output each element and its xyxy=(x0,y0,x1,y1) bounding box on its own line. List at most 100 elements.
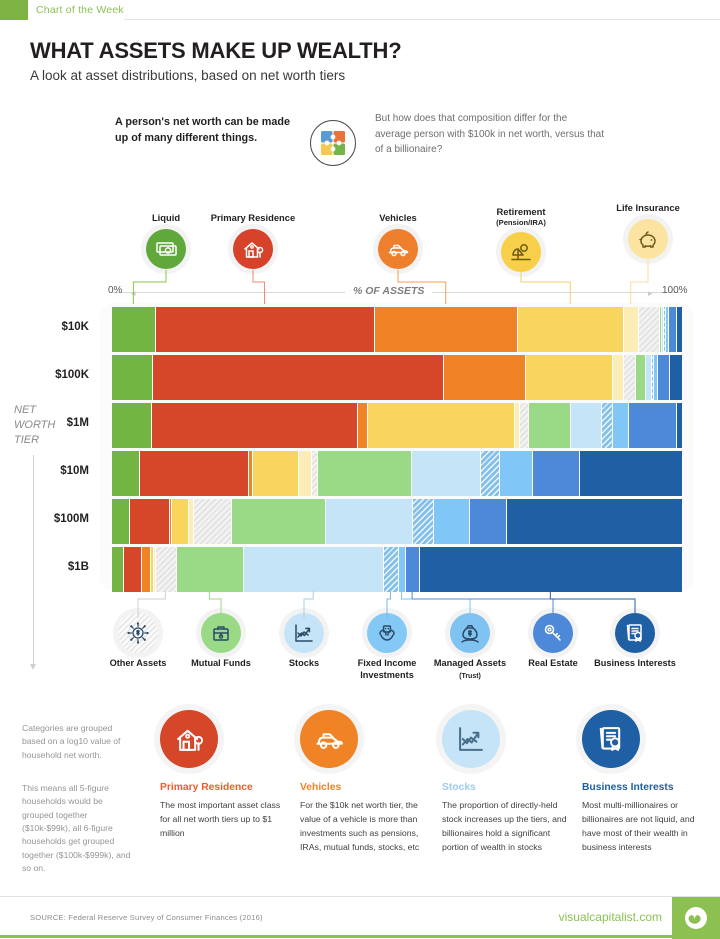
top-legend-label: Life Insurance xyxy=(616,202,680,213)
bar-segment-liquid xyxy=(112,451,140,496)
bar-segment-mutual xyxy=(528,403,571,448)
tier-label-10m: $10M xyxy=(60,465,89,477)
header: WHAT ASSETS MAKE UP WEALTH? A look at as… xyxy=(0,20,720,83)
bar-segment-vehicles xyxy=(247,451,253,496)
bar-segment-retire xyxy=(517,307,624,352)
axis-start-label: 0% xyxy=(108,285,123,296)
axis-left-arrow: ◂ xyxy=(131,288,136,298)
bottom-legend-item-stocks: Stocks xyxy=(259,613,349,670)
grouping-note-1: Categories are grouped based on a log10 … xyxy=(22,723,121,760)
callout-title: Business Interests xyxy=(582,782,674,793)
top-legend-item-primary-residence: Primary Residence xyxy=(210,212,296,269)
bar-segment-business xyxy=(675,403,682,448)
bar-segment-other xyxy=(192,499,232,544)
bottom-legend-label: Business Interests xyxy=(594,658,676,668)
top-legend-sublabel: (Pension/IRA) xyxy=(496,217,546,227)
bar-segment-fixed xyxy=(662,307,666,352)
bar-segment-life xyxy=(611,355,624,400)
bar-segment-liquid xyxy=(112,547,124,592)
bar-segment-business xyxy=(578,451,682,496)
intro-question-text: But how does that composition differ for… xyxy=(375,113,605,155)
bar-segment-managed xyxy=(653,355,658,400)
top-legend: Liquid Primary Residence Vehicles Retire… xyxy=(0,200,720,300)
bottom-legend-item-managed-assets: Managed Assets (Trust) xyxy=(425,613,515,682)
house-icon xyxy=(160,710,218,768)
bar-segment-stocks xyxy=(570,403,601,448)
bar-segment-other xyxy=(154,547,176,592)
top-legend-label: Vehicles xyxy=(379,212,417,223)
bar-segment-liquid xyxy=(112,403,152,448)
top-legend-item-vehicles: Vehicles xyxy=(355,212,441,269)
money-bag-icon xyxy=(450,613,490,653)
bar-segment-managed xyxy=(498,451,533,496)
bar-segment-life xyxy=(623,307,639,352)
bar-segment-mutual xyxy=(175,547,244,592)
bar-segment-fixed xyxy=(600,403,613,448)
bar-segment-other xyxy=(638,307,659,352)
bar-segment-residence xyxy=(151,355,443,400)
axis-end-label: 100% xyxy=(662,285,688,296)
chart-of-the-week-label: Chart of the Week xyxy=(36,4,124,16)
beach-icon xyxy=(501,231,541,272)
bar-row xyxy=(112,403,682,448)
top-legend-label: Liquid xyxy=(151,212,181,223)
bar-segment-life xyxy=(297,451,311,496)
puzzle-icon xyxy=(310,120,356,166)
bottom-legend-item-other-assets: Other Assets xyxy=(93,613,183,670)
bar-segment-residence xyxy=(154,307,375,352)
bar-segment-fixed xyxy=(383,547,398,592)
bar-segment-other xyxy=(310,451,317,496)
certificate-icon xyxy=(582,710,640,768)
bar-segment-vehicles xyxy=(442,355,526,400)
grouping-note-2: This means all 5-figure households would… xyxy=(22,783,131,873)
safe-box-icon xyxy=(201,613,241,653)
callout-body: Most multi-millionaires or billionaires … xyxy=(582,800,695,853)
bar-segment-vehicles xyxy=(141,547,151,592)
bar-segment-vehicles xyxy=(168,499,172,544)
bar-segment-managed xyxy=(432,499,469,544)
bar-segment-retire xyxy=(252,451,298,496)
bar-segment-vehicles xyxy=(374,307,518,352)
callout-stocks: Stocks The proportion of directly-held st… xyxy=(442,710,572,854)
bar-row xyxy=(112,499,682,544)
bar-segment-residence xyxy=(129,499,169,544)
bar-segment-fixed xyxy=(411,499,433,544)
tier-label-100k: $100K xyxy=(55,369,89,381)
bottom-legend-label: Stocks xyxy=(288,658,320,668)
axis-title: % OF ASSETS xyxy=(345,285,433,297)
bar-segment-retire xyxy=(525,355,612,400)
top-legend-item-liquid: Liquid xyxy=(123,212,209,269)
tier-label-1b: $1B xyxy=(67,561,89,573)
chart-rows xyxy=(112,307,682,595)
bottom-legend-item-business-interests: Business Interests xyxy=(590,613,680,670)
intro-lead-text: A person's net worth can be made up of m… xyxy=(115,116,290,144)
y-axis-title: NET WORTH TIER xyxy=(14,404,56,446)
top-legend-label: Primary Residence xyxy=(210,212,296,223)
bar-segment-realestate xyxy=(627,403,676,448)
bar-segment-business xyxy=(668,355,682,400)
bar-segment-mutual xyxy=(316,451,412,496)
bottom-legend-label: Fixed Income Investments xyxy=(357,658,417,680)
axis-right-arrow: ▸ xyxy=(648,288,653,298)
bar-segment-mutual xyxy=(231,499,326,544)
callout-title: Stocks xyxy=(442,782,476,793)
brand-name: visualcapitalist.com xyxy=(558,910,662,924)
top-rule xyxy=(123,0,720,20)
bottom-legend-label: Managed Assets (Trust) xyxy=(433,658,507,680)
bottom-legend-sublabel: (Trust) xyxy=(459,672,481,680)
visual-capitalist-logo[interactable] xyxy=(672,897,720,939)
callout-primary-residence: Primary Residence The most important asse… xyxy=(160,710,290,840)
callout-business-interests: Business Interests Most multi-millionaire… xyxy=(582,710,712,854)
bar-segment-liquid xyxy=(112,499,130,544)
tier-label-10k: $10K xyxy=(61,321,90,333)
bar-row xyxy=(112,307,682,352)
car-icon xyxy=(300,710,358,768)
callout-body: The most important asset class for all n… xyxy=(160,800,281,839)
hands-holding-icon xyxy=(367,613,407,653)
callout-title: Primary Residence xyxy=(160,782,253,793)
bar-segment-business xyxy=(418,547,682,592)
accent-swatch xyxy=(0,0,28,20)
bar-segment-stocks xyxy=(243,547,384,592)
tier-direction-arrow xyxy=(30,455,36,670)
bar-segment-managed xyxy=(612,403,628,448)
